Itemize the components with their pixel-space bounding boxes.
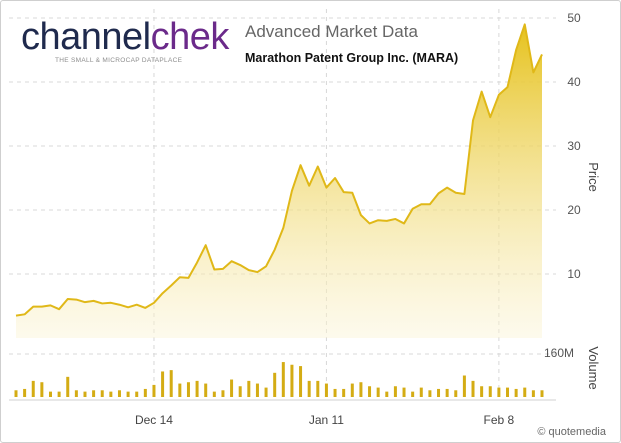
volume-bar [40,382,44,397]
volume-bar [402,387,406,397]
volume-bar [195,380,199,397]
volume-bar [445,388,449,397]
volume-bar [230,379,234,397]
volume-bar [376,387,380,397]
volume-bar [480,386,484,397]
volume-bar [411,391,415,397]
price-area [16,24,542,339]
volume-bar [419,387,423,397]
volume-bar [14,390,18,397]
volume-bar [523,387,527,397]
volume-bar [514,388,518,397]
price-tick-label: 30 [567,139,581,153]
volume-axis-label: Volume [586,346,601,389]
volume-bar [281,362,285,397]
volume-bar [437,388,441,397]
chart-subtitle: Marathon Patent Group Inc. (MARA) [245,51,459,65]
volume-bar [454,390,458,397]
volume-bar [48,391,52,397]
volume-bar [307,380,311,397]
volume-bar [471,380,475,397]
volume-bar [126,391,130,397]
volume-bar [152,384,156,397]
volume-bar [506,387,510,397]
volume-bar [57,391,61,397]
chart-title: Advanced Market Data [245,22,418,41]
price-line [15,23,543,317]
logo-tagline: THE SMALL & MICROCAP DATAPLACE [55,57,183,64]
date-tick-label: Feb 8 [484,413,515,427]
volume-bar [23,388,27,397]
volume-bar [169,370,173,397]
date-tick-label: Dec 14 [135,413,173,427]
price-tick-label: 20 [567,203,581,217]
volume-bar [186,382,190,397]
volume-bar [488,386,492,397]
volume-bar [290,364,294,397]
price-tick-label: 50 [567,11,581,25]
price-tick-label: 10 [567,267,581,281]
volume-bar [31,380,35,397]
volume-bar [247,380,251,397]
volume-bar [462,375,466,397]
volume-bar [238,386,242,397]
volume-bar [368,386,372,397]
volume-bar [221,390,225,397]
volume-bar [178,383,182,397]
volume-bar [350,383,354,397]
volume-bar [117,390,121,397]
volume-bar [83,391,87,397]
volume-bar [135,391,139,397]
volume-bar [531,390,535,397]
volume-bar [74,390,78,397]
quotemedia-credit[interactable]: © quotemedia [537,426,606,438]
volume-bar [497,387,501,397]
volume-bar [299,366,303,397]
logo-part2: chek [150,16,230,58]
channelchek-logo: channelchek [21,15,229,59]
volume-bar [342,388,346,397]
volume-bar [100,390,104,397]
price-tick-label: 40 [567,75,581,89]
price-axis-label: Price [586,162,601,192]
volume-bar [143,388,147,397]
volume-bar [385,391,389,397]
volume-bar [204,383,208,397]
volume-bar [428,390,432,397]
volume-bar [264,387,268,397]
volume-bar [66,376,70,397]
volume-bar [359,382,363,397]
volume-bar [255,383,259,397]
volume-bar [324,383,328,397]
volume-bar [212,391,216,397]
volume-bar [393,386,397,397]
volume-tick-label: 160M [544,346,574,360]
volume-bar [273,372,277,397]
volume-bar [109,391,113,397]
volume-bar [316,380,320,397]
date-tick-label: Jan 11 [309,413,344,427]
logo-part1: channel [21,16,151,58]
volume-bar [333,388,337,397]
volume-bar [161,371,165,397]
volume-bar [92,390,96,397]
volume-bar [540,390,544,397]
